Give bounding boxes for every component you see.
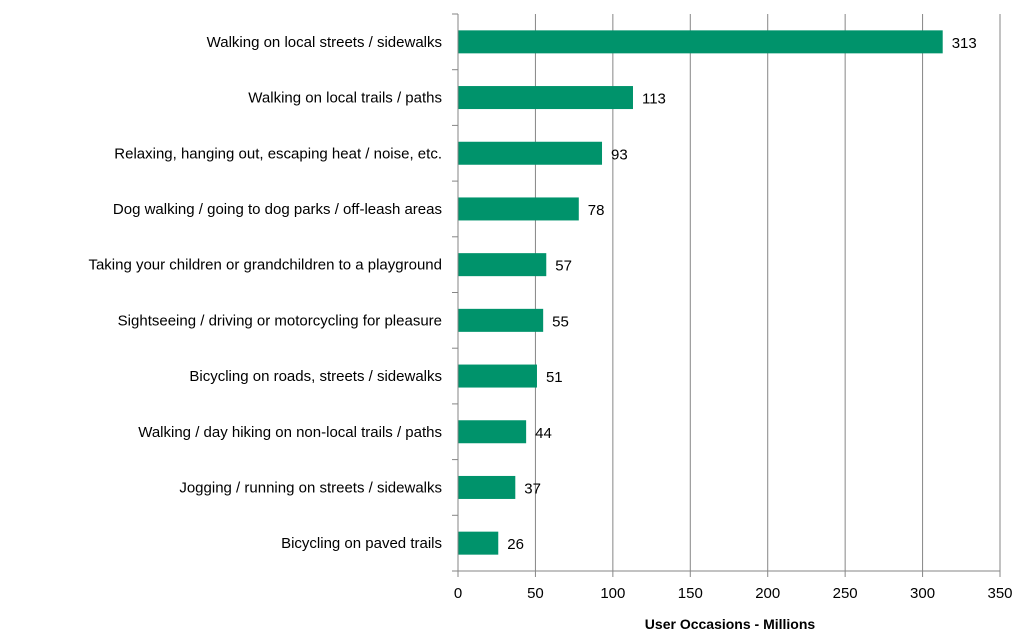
category-label: Bicycling on roads, streets / sidewalks [189,368,442,385]
category-label: Walking / day hiking on non-local trails… [138,424,442,441]
x-tick-label: 350 [987,585,1012,602]
category-label: Walking on local streets / sidewalks [207,34,442,51]
category-label: Dog walking / going to dog parks / off-l… [113,201,442,218]
bar [458,30,943,54]
data-label: 51 [546,369,563,386]
category-label: Jogging / running on streets / sidewalks [179,479,442,496]
category-label: Sightseeing / driving or motorcycling fo… [118,312,442,329]
x-axis-title: User Occasions - Millions [645,616,816,632]
category-label: Bicycling on paved trails [281,535,442,552]
bar [458,531,499,555]
data-label: 37 [524,480,541,497]
bar [458,420,527,444]
data-label: 313 [952,35,977,52]
x-tick-label: 200 [755,585,780,602]
x-tick-label: 250 [833,585,858,602]
bar [458,475,516,499]
data-label: 57 [555,258,572,275]
bar [458,86,633,110]
data-label: 26 [507,536,524,553]
x-tick-label: 0 [454,585,462,602]
data-label: 55 [552,313,569,330]
data-label: 44 [535,425,552,442]
category-label: Walking on local trails / paths [248,90,442,107]
x-tick-label: 50 [527,585,544,602]
bar [458,197,579,221]
bar [458,253,547,277]
bar [458,308,544,332]
data-label: 93 [611,146,628,163]
bars [458,30,943,555]
axes [452,13,1001,577]
category-label: Relaxing, hanging out, escaping heat / n… [114,145,442,162]
x-tick-label: 150 [678,585,703,602]
data-label: 78 [588,202,605,219]
x-tick-label: 100 [600,585,625,602]
bar [458,364,537,388]
category-label: Taking your children or grandchildren to… [88,257,442,274]
x-tick-label: 300 [910,585,935,602]
data-label: 113 [642,91,666,108]
labels: 0 50 100 150 200 250 300 350 Walking on local st… [88,34,1012,602]
bar [458,141,603,165]
